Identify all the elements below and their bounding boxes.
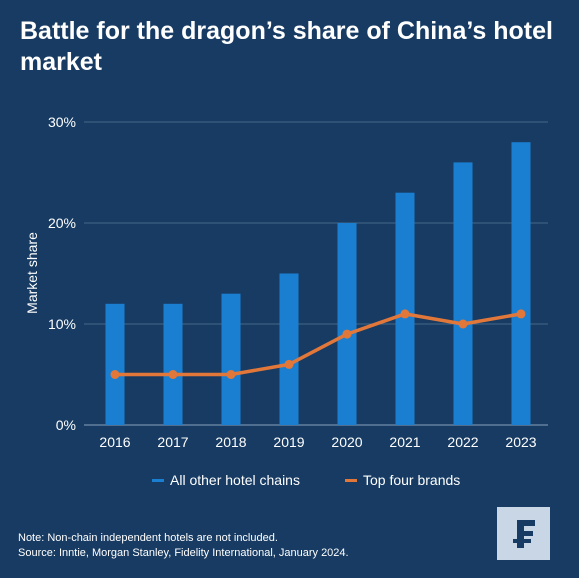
series-line xyxy=(115,312,522,377)
legend-item-line: Top four brands xyxy=(345,472,460,488)
bar xyxy=(395,192,415,425)
x-tick-label: 2016 xyxy=(99,434,130,450)
line-point xyxy=(458,319,468,329)
line-point xyxy=(226,370,236,379)
fidelity-logo xyxy=(497,507,550,560)
bar xyxy=(453,162,473,425)
bar xyxy=(511,142,531,425)
y-tick-label: 30% xyxy=(48,114,76,130)
x-tick-label: 2023 xyxy=(505,434,536,450)
legend-label-line: Top four brands xyxy=(363,472,461,488)
bar xyxy=(221,293,241,425)
line-point xyxy=(110,370,120,379)
line-point xyxy=(400,309,410,319)
x-tick-label: 2021 xyxy=(389,434,420,450)
line-point xyxy=(342,329,352,339)
x-tick-label: 2022 xyxy=(447,434,478,450)
chart: 0% 10% 20% 30% 2016 2017 2018 2019 2020 2021 2022… xyxy=(24,114,548,450)
x-tick-label: 2017 xyxy=(157,434,188,450)
y-tick-labels: 0% 10% 20% 30% xyxy=(48,114,76,433)
line-point xyxy=(168,370,178,379)
x-tick-label: 2020 xyxy=(331,434,362,450)
y-tick-label: 20% xyxy=(48,215,76,231)
y-tick-label: 10% xyxy=(48,316,76,332)
legend-label-bars: All other hotel chains xyxy=(170,472,300,488)
line-point xyxy=(516,309,526,319)
franc-icon xyxy=(512,519,535,548)
line-point xyxy=(284,359,294,369)
legend-item-bars: All other hotel chains xyxy=(152,472,300,488)
bar xyxy=(337,223,357,425)
x-tick-label: 2018 xyxy=(215,434,246,450)
source-text: Source: Inntie, Morgan Stanley, Fidelity… xyxy=(18,547,349,559)
note-text: Note: Non-chain independent hotels are n… xyxy=(18,532,278,544)
x-tick-label: 2019 xyxy=(273,434,304,450)
bar xyxy=(163,303,183,425)
legend-swatch-line xyxy=(345,478,357,482)
line-series xyxy=(110,309,526,379)
y-axis-label: Market share xyxy=(24,232,40,314)
legend-swatch-bars xyxy=(152,478,164,482)
y-tick-label: 0% xyxy=(56,417,76,433)
bar-series xyxy=(105,142,531,425)
x-tick-labels: 2016 2017 2018 2019 2020 2021 2022 2023 xyxy=(99,434,536,450)
gridlines xyxy=(84,121,548,426)
chart-footnote: Note: Non-chain independent hotels are n… xyxy=(18,531,349,561)
bar xyxy=(279,273,299,425)
bar xyxy=(105,303,125,425)
chart-title: Battle for the dragon’s share of China’s… xyxy=(20,17,553,76)
